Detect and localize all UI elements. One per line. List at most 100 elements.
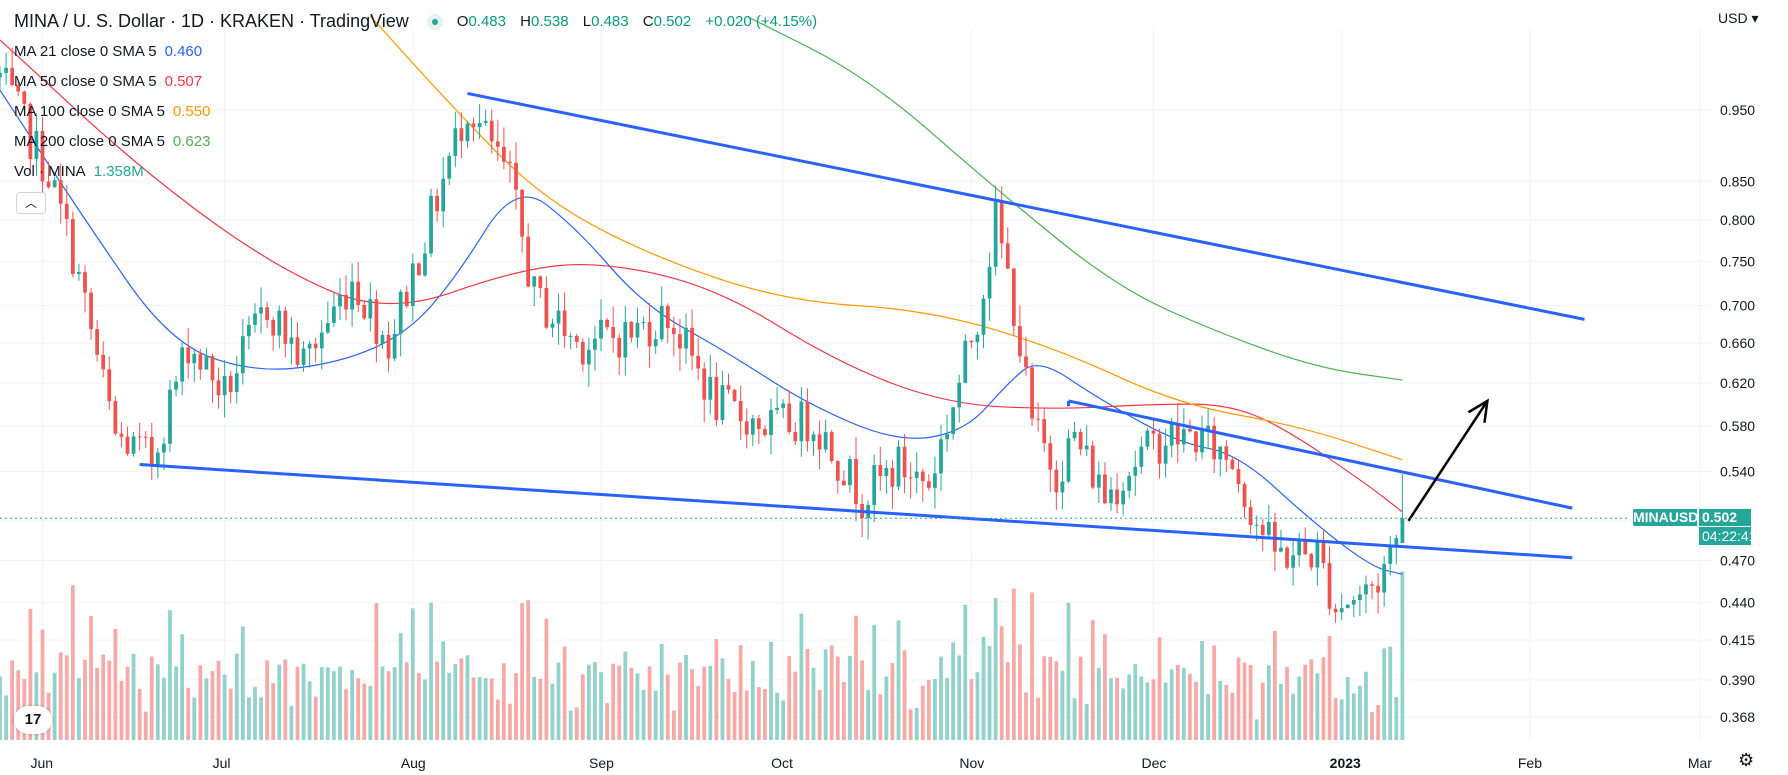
market-status-icon[interactable] [426,13,443,30]
volume-bar [805,648,810,740]
volume-bar [1376,705,1380,740]
time-tick-label: Nov [959,755,984,771]
candle-body [629,321,634,338]
volume-bar [289,705,294,740]
volume-bar [1388,646,1393,740]
volume-bar [854,615,858,740]
volume-bar [180,634,185,740]
ohlc-readout: O0.483 H0.538 L0.483 C0.502 +0.020 (+4.1… [456,13,818,30]
candle-body [1121,490,1126,505]
volume-bar [70,585,75,740]
volume-bar [253,686,257,740]
chart-header: MINA / U. S. Dollar · 1D · KRAKEN · Trad… [14,11,827,32]
volume-bar [344,689,348,740]
candle-body [198,353,203,370]
open-value: 0.483 [468,13,506,30]
candle-body [489,120,494,142]
candle-body [872,465,877,505]
candle-body [1285,547,1289,568]
volume-bar [781,700,786,740]
volume-bar [696,685,701,740]
volume-bar [593,661,597,740]
price-tick-label: 0.700 [1720,298,1755,314]
volume-bar [107,660,112,740]
volume-bar [1096,667,1101,740]
candle-body [4,67,8,73]
volume-bar [459,658,464,740]
time-tick-label: Oct [771,755,793,771]
volume-bar [119,680,124,740]
candle-body [265,307,270,320]
volume-bar [1036,697,1041,740]
candle-body [593,338,597,350]
candle-body [835,460,840,481]
candle-body [763,428,767,436]
volume-bar [332,671,336,740]
volume-bar [1054,661,1059,740]
volume-bar [95,667,100,740]
volume-bar [799,613,804,740]
volume-bar [1370,712,1374,740]
candle-body [1163,445,1168,464]
volume-bar [1005,662,1010,740]
volume-bar [155,664,160,740]
volume-bar [769,641,773,740]
candle-body [775,407,779,410]
volume-bar [1109,678,1113,740]
volume-bar [1400,571,1405,740]
candle-body [1364,584,1368,595]
collapse-legend-button[interactable]: ︿ [16,192,46,214]
volume-bar [1339,699,1344,740]
volume-bar [1024,692,1028,740]
candle-body [1236,468,1241,485]
candle-body [920,471,925,482]
candle-body [398,291,403,334]
legend-ma100[interactable]: MA 100 close 0 SMA 5 0.550 [14,103,211,120]
legend-ma21[interactable]: MA 21 close 0 SMA 5 0.460 [14,43,203,60]
candle-body [939,439,943,474]
gear-icon[interactable]: ⚙ [1738,750,1755,770]
volume-bar [1200,640,1204,740]
trendline-inner-upper [1068,399,1573,510]
candle-body [247,324,251,337]
volume-bar [1169,669,1174,740]
volume-bar [714,639,719,740]
candle-body [890,467,895,487]
candle-body [1133,466,1138,476]
candle-body [113,401,118,434]
volume-bar [502,663,506,740]
legend-volume[interactable]: Vol · MINA 1.358M [14,163,144,180]
projection-arrow [1407,398,1489,522]
volume-bar [192,697,197,740]
volume-bar [1309,659,1314,740]
candle-body [726,385,731,390]
candle-body [155,452,160,465]
candle-body [1181,429,1186,445]
ticker-price-label: 0.502 [1699,509,1751,527]
tradingview-logo[interactable]: 17 [14,706,52,734]
legend-ma200[interactable]: MA 200 close 0 SMA 5 0.623 [14,133,211,150]
currency-selector[interactable]: USD ▾ [1718,10,1759,26]
volume-bar [1042,656,1047,740]
candle-body [362,304,367,319]
volume-bar [1358,685,1362,740]
volume-bar [362,683,367,740]
volume-bar [89,615,93,740]
candle-body [1030,367,1034,419]
volume-bar [1248,665,1253,740]
candle-body [502,146,506,162]
candle-body [1358,594,1362,600]
volume-bar [198,665,203,740]
candle-body [908,477,913,479]
time-axis: Jun Jul Aug Sep Oct Nov Dec 2023 Feb Mar [30,755,1712,771]
legend-ma50[interactable]: MA 50 close 0 SMA 5 0.507 [14,73,203,90]
candle-body [805,401,810,442]
candle-body [611,327,616,338]
volume-bar [313,696,318,740]
trendlines [139,91,1585,560]
volume-bar [1382,648,1387,740]
candle-body [586,349,591,365]
candle-body [259,307,263,314]
symbol-title[interactable]: MINA / U. S. Dollar · 1D · KRAKEN · Trad… [14,11,409,31]
